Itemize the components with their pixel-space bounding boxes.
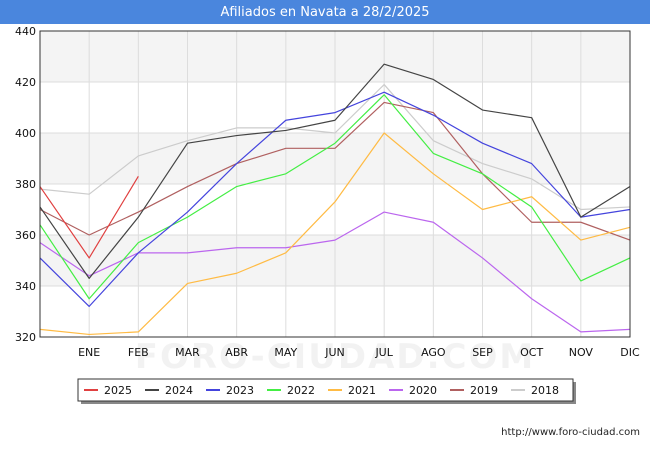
legend-label-2018: 2018 [531, 384, 559, 397]
x-tick-label: MAR [175, 346, 200, 359]
legend-label-2024: 2024 [165, 384, 193, 397]
series-line-2018 [39, 83, 631, 211]
legend-label-2021: 2021 [348, 384, 376, 397]
series-line-2023 [39, 91, 631, 307]
y-tick-label: 400 [15, 127, 36, 140]
x-tick-label: JUN [324, 346, 345, 359]
legend: 2025 2024 2023 2022 2021 2020 2019 2018 [77, 378, 576, 404]
x-tick-label: ABR [225, 346, 248, 359]
plot-frame [39, 30, 631, 338]
legend-label-2022: 2022 [287, 384, 315, 397]
x-tick-label: FEB [128, 346, 149, 359]
x-tick-label: NOV [569, 346, 594, 359]
source-url[interactable]: http://www.foro-ciudad.com [501, 427, 640, 438]
x-tick-label: DIC [620, 346, 640, 359]
y-tick-label: 420 [15, 76, 36, 89]
series-line-2021 [39, 132, 631, 336]
x-tick-label: JUL [374, 346, 393, 359]
legend-label-2020: 2020 [409, 384, 437, 397]
y-tick-label: 360 [15, 229, 36, 242]
legend-label-2023: 2023 [226, 384, 254, 397]
series-line-2022 [39, 94, 631, 300]
x-axis-ticks: ENE FEB MAR ABR MAY JUN JUL AGO SEP OCT NOV DIC [78, 346, 640, 359]
y-tick-label: 340 [15, 280, 36, 293]
series-line-2019 [39, 101, 631, 241]
x-tick-label: ENE [78, 346, 100, 359]
x-tick-label: OCT [520, 346, 543, 359]
series-line-2024 [39, 63, 631, 279]
x-tick-label: MAY [274, 346, 297, 359]
legend-label-2025: 2025 [104, 384, 132, 397]
legend-label-2019: 2019 [470, 384, 498, 397]
y-tick-label: 320 [15, 331, 36, 344]
y-tick-label: 440 [15, 25, 36, 38]
y-tick-label: 380 [15, 178, 36, 191]
chart-title: Afiliados en Navata a 28/2/2025 [0, 0, 650, 24]
x-tick-label: SEP [472, 346, 493, 359]
x-tick-label: AGO [421, 346, 446, 359]
series-lines [39, 63, 631, 336]
y-axis-ticks: 320 340 360 380 400 420 440 [15, 25, 36, 344]
legend-box [77, 378, 574, 402]
series-line-2025 [39, 176, 139, 259]
watermark: FORO-CIUDAD.COM [135, 337, 536, 377]
